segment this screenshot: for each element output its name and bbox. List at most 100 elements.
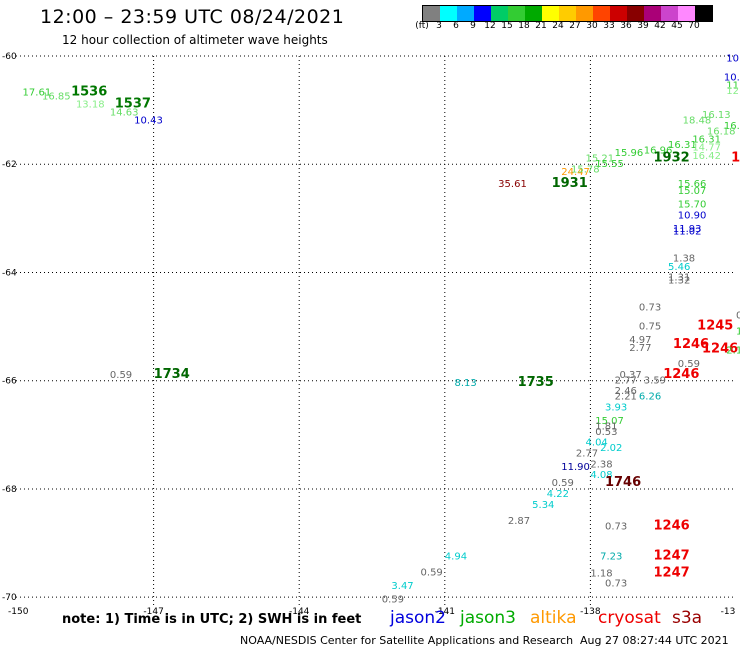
y-tick-label: -62	[2, 160, 17, 170]
footer-note: note: 1) Time is in UTC; 2) SWH is in fe…	[62, 612, 362, 627]
legend-swatch	[593, 6, 610, 21]
legend-label: 12	[484, 21, 496, 31]
axis-ticks: -150 -147 -144 -141 -138 -13 -60 -62 -64 -66 -68 -7…	[2, 52, 735, 617]
wave-height-value: 35.61	[498, 179, 527, 190]
wave-height-value: 5.46	[668, 262, 690, 273]
credit-text: NOAA/NESDIS Center for Satellite Applica…	[240, 634, 574, 647]
wave-height-value: 16.18	[707, 126, 736, 137]
y-tick-label: -70	[2, 593, 17, 603]
wave-height-value: 1.38	[673, 254, 695, 265]
generation-timestamp: Aug 27 08:27:44 UTC 2021	[580, 634, 729, 647]
legend-label: 27	[569, 21, 581, 31]
page-title: 12:00 – 23:59 UTC 08/24/2021	[40, 6, 345, 28]
x-tick-label: -141	[435, 607, 455, 617]
wave-height-value: 3.93	[605, 402, 627, 413]
legend-swatch	[678, 6, 695, 21]
wave-height-value: 2.1	[726, 346, 740, 357]
y-tick-label: -66	[2, 377, 17, 387]
wave-height-value: 0.53	[595, 427, 617, 438]
legend-label: 15	[501, 21, 513, 31]
wave-height-value: 4.08	[590, 470, 612, 481]
wave-height-value: 0.59	[382, 595, 404, 606]
grid-lines	[16, 55, 736, 608]
legend-label: 33	[603, 21, 615, 31]
wave-height-value: 1.18	[590, 569, 612, 580]
legend-swatch	[610, 6, 627, 21]
wave-height-value: 1.32	[668, 275, 690, 286]
wave-height-value: 2.87	[508, 516, 530, 527]
wave-height-value: 3.59	[644, 375, 666, 386]
wave-height-value: 1.81	[595, 421, 617, 432]
wave-height-value: 16.42	[692, 151, 721, 162]
wave-height-value: 10.46	[724, 72, 740, 83]
wave-height-value: 15.07	[595, 416, 624, 427]
wave-height-value: 18.48	[683, 116, 712, 127]
wave-height-value: 17.2	[736, 327, 740, 338]
page-subtitle: 12 hour collection of altimeter wave hei…	[62, 33, 328, 47]
y-tick-label: -64	[2, 268, 17, 278]
legend-swatch	[508, 6, 525, 21]
legend-swatch	[559, 6, 576, 21]
wave-height-value: 17.61	[23, 88, 52, 99]
x-tick-label: -150	[8, 607, 29, 617]
pass-time-label: 1746	[605, 475, 641, 490]
pass-time-label: 1734	[154, 367, 190, 382]
y-tick-label: -68	[2, 485, 17, 495]
legend-swatch	[576, 6, 593, 21]
wave-height-value: 0.73	[639, 302, 661, 313]
pass-time-label: 1247	[653, 548, 689, 563]
wave-height-value: 2.38	[590, 459, 612, 470]
wave-height-value: 5.34	[532, 500, 554, 511]
mission-jason2: jason2	[390, 608, 446, 628]
wave-height-value: 4.22	[547, 489, 569, 500]
wave-height-value: 16.85	[42, 91, 71, 102]
wave-height-value: 2.02	[600, 443, 622, 454]
x-tick-label: -13	[721, 607, 736, 617]
wave-height-value: 2.77	[576, 448, 598, 459]
wave-height-value: 16.96	[644, 145, 673, 156]
wave-height-value: 2.77	[615, 375, 637, 386]
wave-height-value: 15.21	[586, 154, 615, 165]
wave-height-value: 15.78	[571, 164, 600, 175]
wave-height-value: 1.31	[668, 273, 690, 284]
wave-height-value: 0.73	[605, 578, 627, 589]
wave-height-value: 16.25	[724, 121, 740, 132]
wave-height-value: 4.94	[445, 551, 467, 562]
y-tick-label: -60	[2, 52, 17, 62]
wave-height-value: 2.77	[629, 343, 651, 354]
wave-height-value: 15.07	[678, 186, 707, 197]
wave-height-value: 0.59	[110, 370, 132, 381]
legend-label: (ft)	[415, 21, 429, 31]
mission-altika: altika	[530, 608, 577, 628]
legend-label: 70	[688, 21, 700, 31]
wave-height-value: 0.75	[639, 321, 661, 332]
wave-height-value: 15.70	[678, 200, 707, 211]
wave-height-value: 4.97	[629, 335, 651, 346]
wave-height-value: 15.55	[595, 159, 624, 170]
x-tick-label: -138	[580, 607, 601, 617]
wave-height-value: 10.43	[134, 116, 163, 127]
legend-swatch	[542, 6, 559, 21]
wave-height-value: 11.93	[673, 224, 702, 235]
wave-height-value: 4.04	[586, 438, 608, 449]
x-tick-label: -144	[289, 607, 310, 617]
legend-label: 18	[518, 21, 530, 31]
wave-height-value: 10.90	[678, 210, 707, 221]
pass-time-label: 1246	[663, 367, 699, 382]
mission-s3a: s3a	[672, 608, 703, 628]
legend-swatch	[525, 6, 542, 21]
wave-height-value: 13.18	[76, 99, 105, 110]
wave-height-value: 16.13	[702, 110, 731, 121]
x-tick-label: -147	[143, 607, 163, 617]
pass-time-label: 1	[731, 151, 740, 166]
wave-height-value: 16.31	[692, 135, 721, 146]
pass-time-label: 1247	[653, 566, 689, 581]
pass-time-label: 1931	[552, 176, 588, 191]
pass-time-label: 1735	[518, 375, 554, 390]
mission-cryosat: cryosat	[598, 608, 661, 628]
legend-label: 30	[586, 21, 598, 31]
wave-height-value: 12.13	[726, 86, 740, 97]
legend-swatch	[423, 6, 440, 21]
